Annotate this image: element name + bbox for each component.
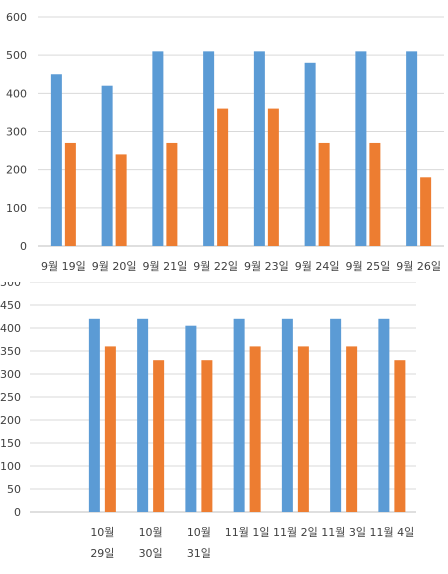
y-tick-label: 300 — [6, 126, 27, 139]
bar-series-1 — [406, 51, 418, 246]
bar-series-1 — [203, 51, 215, 246]
y-axis-ticks: 0 100 200 300 400 500 600 — [6, 11, 27, 253]
x-category-label: 9월 22일 — [193, 259, 238, 273]
bar-series-2 — [249, 346, 261, 512]
bar-series-2 — [115, 154, 127, 246]
gridlines — [38, 16, 444, 209]
y-tick-label: 50 — [7, 483, 21, 496]
bar-series-2 — [217, 108, 229, 246]
x-category-label: 10월 31일 — [187, 526, 211, 560]
y-tick-label: 150 — [0, 437, 21, 450]
x-category-label: 11월 2일 — [273, 525, 318, 539]
bar-series-1 — [137, 318, 149, 512]
bar-series-1 — [185, 325, 197, 512]
bar-series-1 — [304, 62, 316, 246]
bar-series-2 — [369, 142, 381, 246]
y-tick-label: 350 — [0, 345, 21, 358]
y-axis-ticks: 0 50 100 150 200 250 300 350 400 450 500 — [0, 282, 21, 519]
x-category-label: 9월 21일 — [143, 259, 188, 273]
daily-bar-chart-october-november: 0 50 100 150 200 250 300 350 400 450 500 10월 29일 10월 3… — [0, 282, 416, 560]
y-tick-label: 0 — [20, 240, 27, 253]
bar-series-2 — [318, 142, 330, 246]
y-tick-label: 100 — [0, 460, 21, 473]
x-category-label: 9월 23일 — [244, 259, 289, 273]
bar-series-1 — [253, 51, 265, 246]
bar-series-2 — [166, 142, 178, 246]
bar-series-1 — [233, 318, 245, 512]
bar-series-2 — [104, 346, 116, 512]
x-category-label: 9월 20일 — [92, 259, 137, 273]
x-category-label: 9월 19일 — [41, 259, 86, 273]
y-tick-label: 600 — [6, 11, 27, 24]
bar-series-2 — [297, 346, 309, 512]
bars — [88, 318, 406, 512]
bar-series-2 — [346, 346, 358, 512]
y-tick-label: 500 — [0, 282, 21, 289]
y-tick-label: 400 — [0, 322, 21, 335]
gridlines — [30, 282, 416, 490]
x-category-label: 11월 1일 — [225, 525, 270, 539]
x-axis-labels: 9월 19일 9월 20일 9월 21일 9월 22일 9월 23일 9월 24일 9월 2… — [41, 259, 441, 273]
x-category-label: 9월 25일 — [346, 259, 391, 273]
y-tick-label: 400 — [6, 87, 27, 100]
y-tick-label: 450 — [0, 299, 21, 312]
x-category-label: 11월 3일 — [321, 525, 366, 539]
bar-series-2 — [153, 360, 165, 512]
bar-series-1 — [330, 318, 342, 512]
y-tick-label: 200 — [6, 164, 27, 177]
bar-series-2 — [420, 177, 432, 246]
x-axis-labels: 10월 29일 10월 30일 10월 31일 11월 1일 11월 2일 11월 3일 11월 … — [90, 525, 414, 560]
bar-series-2 — [201, 360, 213, 512]
y-tick-label: 100 — [6, 202, 27, 215]
y-tick-label: 300 — [0, 368, 21, 381]
bar-series-2 — [64, 142, 76, 246]
bar-series-1 — [281, 318, 293, 512]
bar-series-1 — [152, 51, 164, 246]
bar-series-2 — [267, 108, 279, 246]
bars — [50, 51, 432, 246]
y-tick-label: 250 — [0, 391, 21, 404]
x-category-label: 10월 29일 — [90, 526, 114, 560]
bar-series-1 — [378, 318, 390, 512]
x-category-label: 9월 26일 — [396, 259, 441, 273]
bar-series-2 — [394, 360, 406, 512]
bar-series-1 — [101, 85, 113, 246]
x-category-label: 11월 4일 — [370, 525, 415, 539]
y-tick-label: 200 — [0, 414, 21, 427]
y-tick-label: 500 — [6, 49, 27, 62]
x-category-label: 10월 30일 — [139, 526, 163, 560]
x-category-label: 9월 24일 — [295, 259, 340, 273]
bar-series-1 — [88, 318, 100, 512]
y-tick-label: 0 — [14, 506, 21, 519]
bar-series-1 — [355, 51, 367, 246]
bar-series-1 — [50, 74, 62, 246]
